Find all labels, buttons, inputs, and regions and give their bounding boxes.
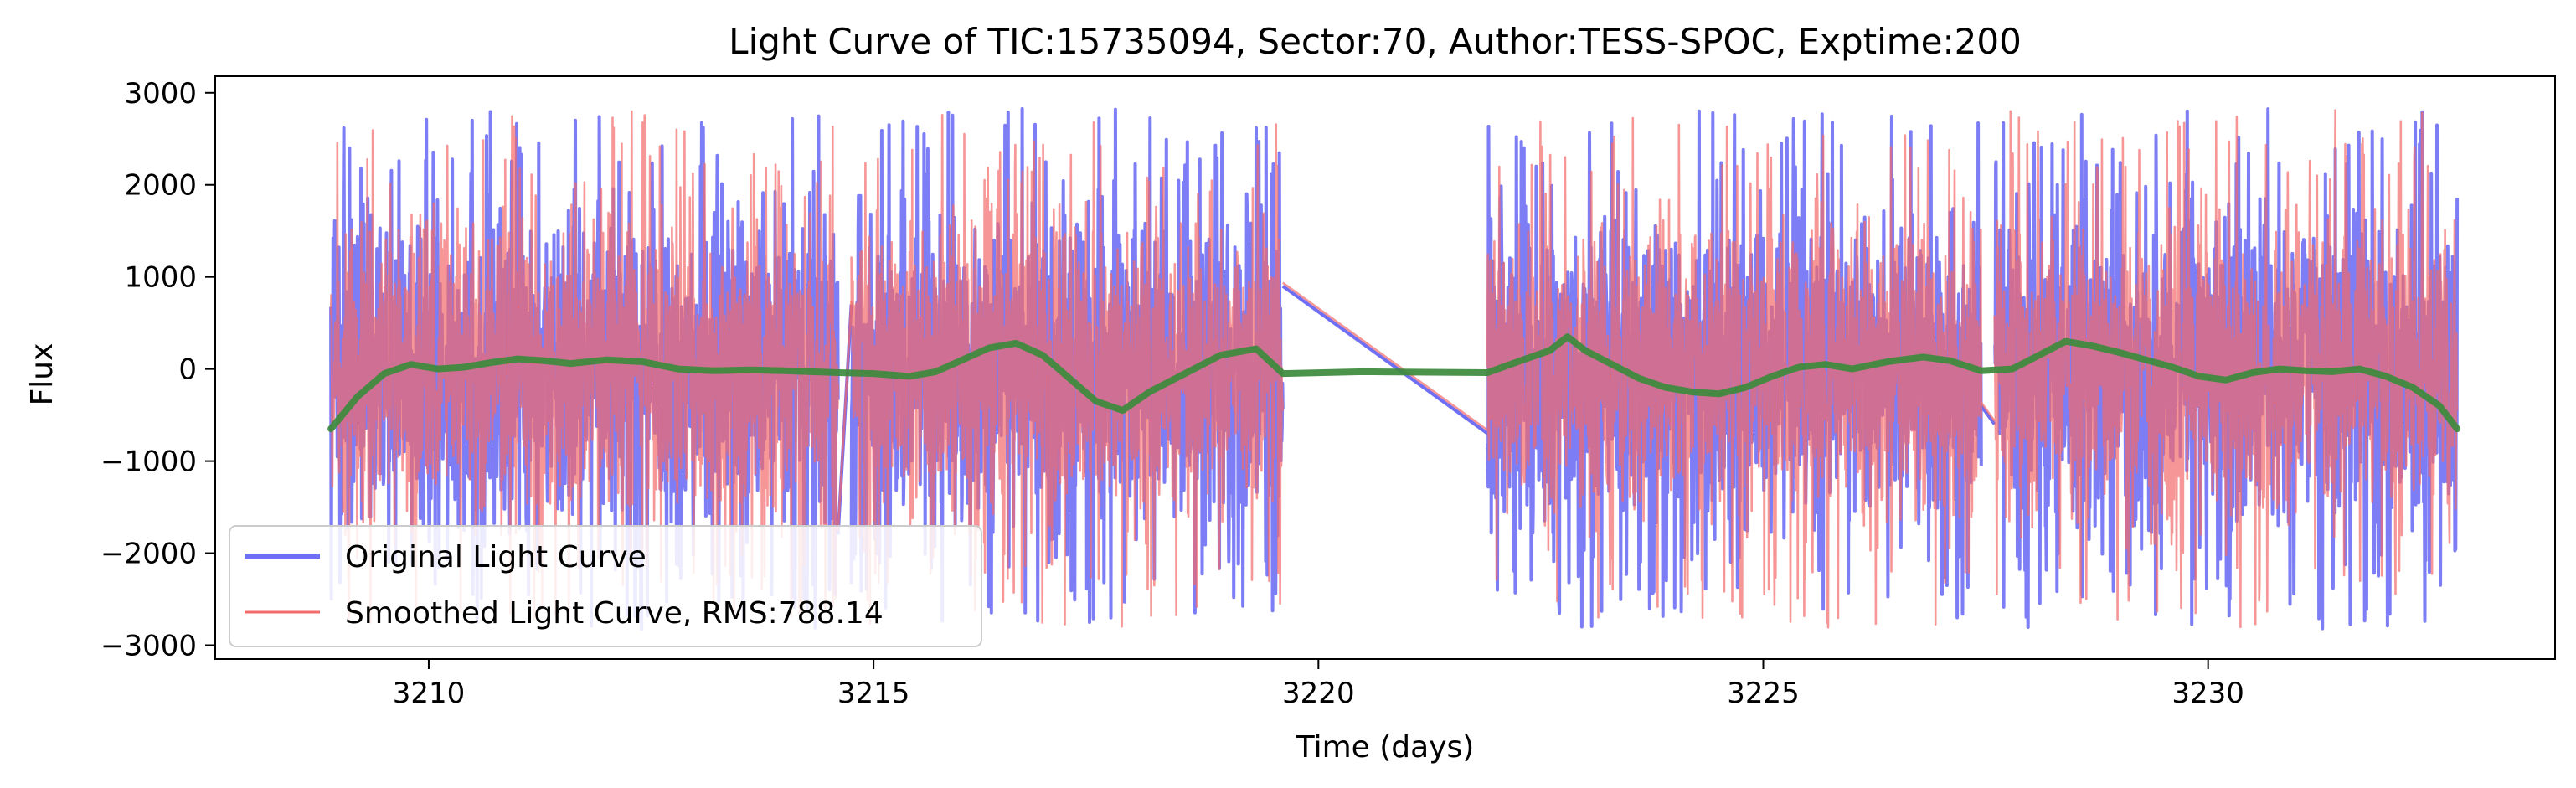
series-smoothed-gap-connector bbox=[1282, 281, 1488, 431]
legend-box bbox=[229, 525, 982, 647]
x-tick-label: 3220 bbox=[1282, 677, 1355, 710]
legend: Original Light Curve Smoothed Light Curv… bbox=[229, 525, 982, 647]
y-tick-label: 3000 bbox=[124, 77, 197, 111]
series-smoothed-line bbox=[329, 109, 2459, 629]
y-tick-label: 0 bbox=[178, 353, 197, 387]
y-tick-label: −3000 bbox=[100, 630, 197, 663]
y-axis-label: Flux bbox=[25, 343, 59, 406]
y-axis: −3000 −2000 −1000 0 1000 2000 3000 bbox=[100, 77, 215, 663]
legend-label-smoothed: Smoothed Light Curve, RMS:788.14 bbox=[345, 596, 884, 631]
x-axis: 3210 3215 3220 3225 3230 bbox=[393, 659, 2244, 710]
chart-title: Light Curve of TIC:15735094, Sector:70, … bbox=[729, 21, 2022, 62]
x-tick-label: 3210 bbox=[393, 677, 466, 710]
series-smoothed-gap-connector bbox=[1980, 401, 1996, 422]
plot-area-frame bbox=[214, 75, 2556, 660]
legend-label-original: Original Light Curve bbox=[345, 540, 647, 574]
y-tick-label: −2000 bbox=[100, 538, 197, 571]
x-tick-label: 3230 bbox=[2172, 677, 2244, 710]
x-axis-label: Time (days) bbox=[1296, 730, 1475, 765]
series-trend-line bbox=[327, 333, 2461, 433]
series-smoothed-gap-connector bbox=[837, 301, 853, 532]
x-tick-label: 3215 bbox=[837, 677, 910, 710]
y-tick-label: 1000 bbox=[124, 261, 197, 295]
x-tick-label: 3225 bbox=[1727, 677, 1800, 710]
series-layer bbox=[327, 107, 2461, 631]
y-tick-label: 2000 bbox=[124, 169, 197, 203]
series-original-gap-connector bbox=[1281, 285, 1489, 435]
y-tick-label: −1000 bbox=[100, 446, 197, 479]
series-original-gap-connector bbox=[1980, 404, 1996, 425]
